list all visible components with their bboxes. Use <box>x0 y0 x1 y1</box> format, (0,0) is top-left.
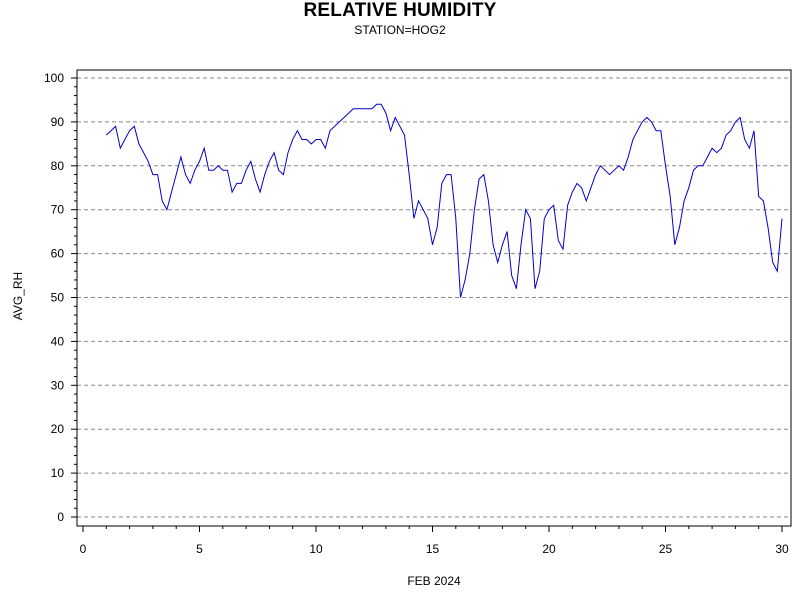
y-axis-ticks: 0 10 20 30 40 50 60 70 80 90 100 <box>44 71 77 524</box>
x-tick-label-10: 10 <box>309 542 323 556</box>
chart-subtitle: STATION=HOG2 <box>354 23 446 37</box>
chart-title: RELATIVE HUMIDITY <box>303 0 497 21</box>
x-tick-label-0: 0 <box>80 542 87 556</box>
y-tick-label-60: 60 <box>51 247 65 261</box>
y-tick-label-70: 70 <box>51 203 65 217</box>
x-axis-ticks: 0 5 10 15 20 25 30 <box>80 526 789 556</box>
y-tick-label-100: 100 <box>44 71 64 85</box>
y-axis-label: AVG_RH <box>11 272 25 320</box>
x-tick-label-25: 25 <box>659 542 673 556</box>
y-tick-label-40: 40 <box>51 334 65 348</box>
y-tick-label-80: 80 <box>51 159 65 173</box>
x-tick-label-5: 5 <box>196 542 203 556</box>
y-tick-label-10: 10 <box>51 466 65 480</box>
plot-frame <box>76 69 792 527</box>
y-tick-label-30: 30 <box>51 378 65 392</box>
y-tick-label-90: 90 <box>51 115 65 129</box>
x-tick-label-15: 15 <box>426 542 440 556</box>
gridlines <box>77 77 791 518</box>
y-tick-label-0: 0 <box>57 510 64 524</box>
x-tick-label-30: 30 <box>775 542 789 556</box>
x-tick-label-20: 20 <box>542 542 556 556</box>
y-tick-label-50: 50 <box>51 291 65 305</box>
x-axis-label: FEB 2024 <box>407 574 461 588</box>
y-tick-label-20: 20 <box>51 422 65 436</box>
series-line <box>105 103 783 298</box>
